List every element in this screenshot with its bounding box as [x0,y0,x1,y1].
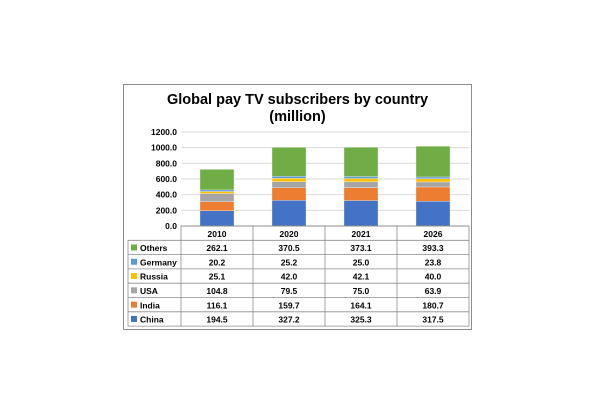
legend-label: Germany [140,257,177,267]
bar-segment [199,210,235,227]
data-label: 164.1 [350,300,372,310]
legend-label: Russia [140,272,168,282]
data-label: 79.5 [281,286,298,296]
chart-frame: Global pay TV subscribers by country (mi… [123,84,472,330]
legend-swatch [131,287,137,294]
data-label: 159.7 [278,300,300,310]
data-label: 42.1 [353,272,370,282]
data-label: 116.1 [207,300,228,310]
bar-segment [271,147,307,177]
chart-title-unit: (million) [269,109,326,125]
legend-swatch [131,315,137,322]
data-label: 63.9 [425,286,442,296]
legend-label: USA [140,286,158,296]
data-label: 327.2 [278,315,300,325]
data-label: 373.1 [350,243,372,253]
bar-segment [271,200,307,227]
y-tick-label: 200.0 [156,205,178,215]
bar-segment [271,178,307,182]
bar-segment [199,169,235,191]
bar-segment [271,181,307,189]
legend-swatch [131,244,137,251]
data-label: 262.1 [206,243,228,253]
bar-segment [199,191,235,194]
bar-segment [415,178,451,183]
bar-segment [271,187,307,201]
data-label: 180.7 [422,300,444,310]
data-label: 75.0 [353,286,370,296]
x-category-label: 2020 [280,229,299,239]
bar-segment [199,189,235,192]
bar-segment [343,187,379,201]
legend-label: Others [140,243,168,253]
data-label: 393.3 [422,243,444,253]
y-tick-label: 400.0 [156,190,178,200]
bar-segment [343,178,379,182]
data-label: 370.5 [278,243,300,253]
x-category-label: 2021 [352,229,371,239]
legend-swatch [131,273,137,280]
data-label: 325.3 [350,315,372,325]
y-tick-label: 0.0 [165,221,177,231]
bar-segment [199,193,235,202]
legend-label: India [140,300,160,310]
data-label: 104.8 [206,286,228,296]
y-tick-label: 1200.0 [151,127,177,137]
y-tick-label: 1000.0 [151,143,177,153]
data-label: 25.1 [209,272,226,282]
y-tick-label: 600.0 [156,174,178,184]
bar-segment [343,147,379,177]
data-label: 25.0 [353,257,370,267]
bar-segment [415,200,451,227]
data-label: 317.5 [422,315,444,325]
data-label: 194.5 [206,315,228,325]
y-tick-label: 800.0 [156,158,178,168]
chart-title: Global pay TV subscribers by country [166,92,429,108]
data-label: 20.2 [209,257,226,267]
x-category-label: 2010 [208,229,227,239]
bar-segment [343,176,379,179]
bar-segment [343,200,379,227]
data-label: 23.8 [425,257,442,267]
bar-segment [271,176,307,179]
bar-segment [415,176,451,179]
bar-segment [415,146,451,178]
bar-segment [415,186,451,202]
legend-swatch [131,258,137,265]
bar-segment [415,181,451,188]
x-category-label: 2026 [424,229,443,239]
data-label: 42.0 [281,272,298,282]
data-label: 40.0 [425,272,442,282]
legend-label: China [140,315,164,325]
bar-segment [199,201,235,211]
legend-swatch [131,301,137,308]
data-label: 25.2 [281,257,298,267]
bar-segment [343,181,379,188]
chart-svg: 0.0 200.0 400.0 600.0 800.0 1000.0 1200.0 2010 2… [127,127,470,327]
